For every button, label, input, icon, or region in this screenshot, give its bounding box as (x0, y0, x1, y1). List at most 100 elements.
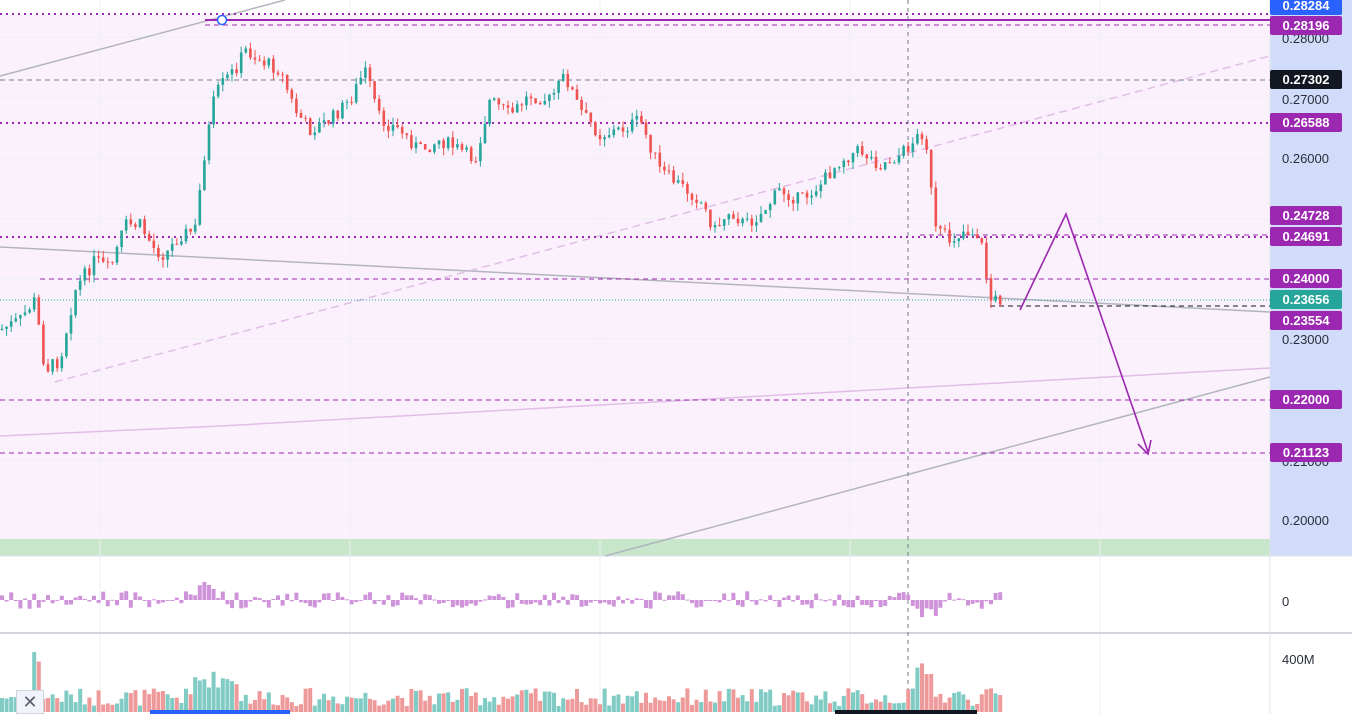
oscillator-bar (662, 599, 667, 601)
candle-body (893, 162, 896, 164)
volume-bar (418, 690, 423, 712)
volume-bar (552, 692, 556, 712)
price-tick: 0.26000 (1282, 151, 1329, 166)
candle-body (911, 143, 915, 152)
close-icon[interactable]: ✕ (16, 690, 44, 714)
volume-bar (690, 704, 694, 712)
candle-body (571, 87, 574, 90)
oscillator-bar (110, 599, 115, 601)
candle-body (152, 240, 156, 248)
volume-bar (234, 684, 239, 712)
candle-body (699, 202, 703, 204)
oscillator-bar (55, 599, 60, 601)
candle-body (258, 59, 261, 61)
oscillator-bar (50, 600, 55, 604)
volume-bar (101, 704, 106, 712)
candle-body (686, 183, 689, 194)
trend-line-channel-dashed (54, 55, 1271, 383)
oscillator-bar (676, 591, 681, 600)
volume-bar (147, 694, 152, 712)
volume-bar (133, 690, 138, 712)
volume-bar (303, 688, 308, 712)
price-tick: 0.27000 (1282, 92, 1329, 107)
candle-body (5, 326, 8, 329)
candle-body (253, 57, 257, 60)
candle-body (870, 156, 873, 159)
candle-body (732, 214, 735, 219)
volume-bar (257, 691, 262, 712)
time-scale-highlight[interactable] (150, 710, 290, 714)
price-tag-0.28284[interactable]: 0.28284 (1270, 0, 1342, 15)
candle-body (879, 168, 882, 170)
oscillator-bar (253, 597, 257, 600)
candle-body (313, 132, 317, 136)
oscillator-bar (989, 600, 993, 605)
oscillator-bar (998, 592, 1003, 600)
candle-body (442, 140, 445, 149)
candle-body (405, 133, 409, 136)
projection-path[interactable] (1019, 211, 1149, 453)
oscillator-bar (777, 600, 782, 607)
oscillator-bar (460, 600, 464, 608)
volume-bar (805, 701, 809, 712)
oscillator-bar (805, 600, 809, 605)
volume-bar (970, 705, 975, 712)
price-tag-0.23656[interactable]: 0.23656 (1270, 290, 1342, 309)
volume-bar (59, 701, 64, 712)
volume-bar (791, 690, 796, 712)
price-tag-0.24691[interactable]: 0.24691 (1270, 227, 1342, 246)
candle-body (603, 137, 606, 140)
candle-body (534, 98, 537, 104)
price-tag-0.27302[interactable]: 0.27302 (1270, 70, 1342, 89)
price-tag-0.28196[interactable]: 0.28196 (1270, 16, 1342, 35)
oscillator-bar (151, 599, 156, 601)
candle-body (0, 328, 4, 330)
oscillator-bar (368, 592, 372, 600)
oscillator-bar (46, 595, 50, 600)
volume-bar (680, 697, 685, 712)
candle-body (939, 226, 942, 229)
oscillator-bar (184, 591, 188, 600)
price-tag-0.24728[interactable]: 0.24728 (1270, 206, 1342, 225)
oscillator-bar (565, 600, 570, 605)
oscillator-bar (933, 600, 938, 616)
volume-bar (777, 705, 782, 712)
oscillator-bar (639, 599, 644, 601)
candle-body (621, 127, 625, 132)
oscillator-bar (404, 595, 409, 600)
price-tag-0.22000[interactable]: 0.22000 (1270, 390, 1342, 409)
candle-body (520, 104, 524, 106)
volume-bar (772, 705, 777, 712)
oscillator-bar (317, 600, 322, 603)
candle-body (460, 144, 464, 150)
candle-body (962, 231, 965, 239)
candle-body (120, 230, 123, 247)
volume-bar (975, 703, 980, 712)
volume-bar (78, 688, 83, 712)
time-scale-marker[interactable] (835, 710, 977, 714)
price-tag-0.26588[interactable]: 0.26588 (1270, 113, 1342, 132)
oscillator-histogram (0, 581, 1003, 618)
oscillator-bar (910, 600, 915, 606)
price-tag-0.23554[interactable]: 0.23554 (1270, 311, 1342, 330)
volume-bar (0, 698, 4, 712)
oscillator-bar (64, 600, 69, 605)
volume-bar (294, 705, 299, 712)
volume-bar (979, 694, 984, 712)
candle-body (814, 191, 818, 196)
oscillator-bar (73, 597, 78, 600)
oscillator-bar (869, 600, 874, 608)
candle-body (124, 219, 128, 231)
volume-bar (230, 681, 234, 712)
volume-bar (749, 689, 754, 712)
volume-bar (800, 692, 805, 712)
price-tag-0.21123[interactable]: 0.21123 (1270, 443, 1342, 462)
volume-bar (124, 692, 129, 712)
horizontal-levels[interactable] (0, 13, 1270, 454)
oscillator-bar (768, 595, 773, 600)
price-tag-0.24000[interactable]: 0.24000 (1270, 269, 1342, 288)
volume-bar (331, 696, 336, 712)
trend-anchor-handle[interactable] (216, 14, 228, 26)
candle-body (755, 222, 758, 226)
